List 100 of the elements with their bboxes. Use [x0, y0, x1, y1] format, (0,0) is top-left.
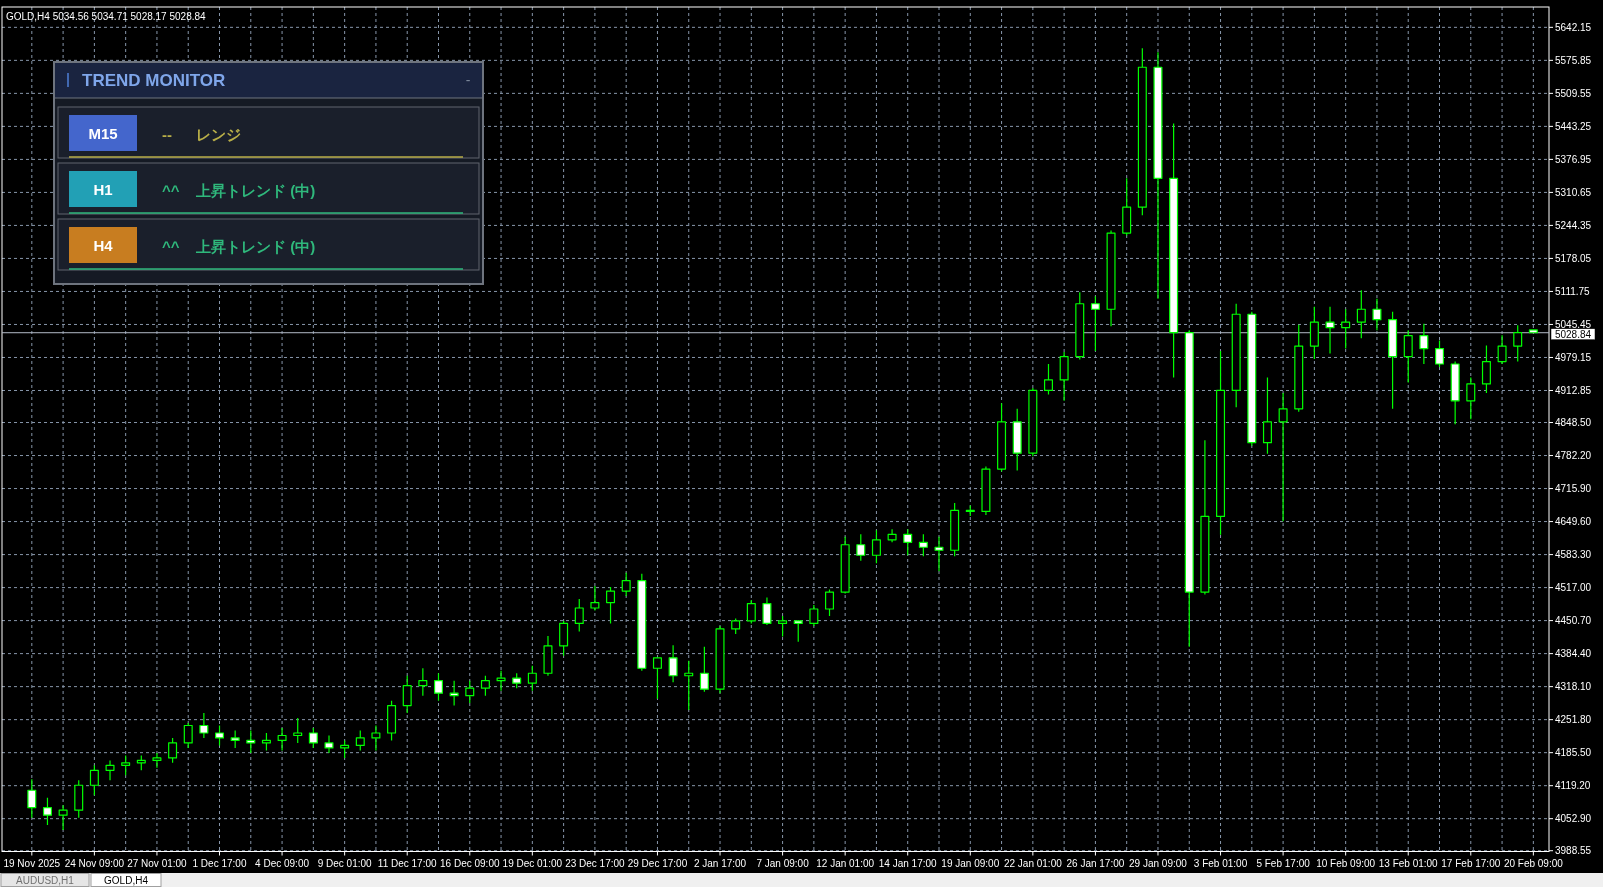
candlestick	[1090, 295, 1100, 352]
y-tick-label: 5111.75	[1555, 285, 1591, 297]
candlestick	[355, 729, 365, 752]
y-tick-label: 5045.45	[1555, 318, 1592, 330]
candlestick	[684, 660, 694, 711]
candlestick	[371, 724, 381, 752]
candlestick	[981, 466, 991, 516]
candlestick	[1435, 340, 1445, 368]
category-label: H1	[93, 180, 113, 198]
candlestick	[1419, 323, 1429, 365]
y-tick-label: 4384.40	[1555, 648, 1592, 660]
candlestick	[324, 734, 334, 754]
candlestick	[58, 804, 68, 831]
annotation: ^^	[162, 237, 180, 255]
candlestick	[168, 737, 178, 764]
x-tick-label: 11 Dec 17:00	[377, 857, 438, 869]
annotation: -	[465, 72, 471, 88]
candlestick	[1341, 308, 1351, 350]
candlestick	[1200, 439, 1210, 596]
category-label: M15	[88, 124, 118, 142]
y-tick-label: 4912.85	[1555, 384, 1592, 396]
candlestick	[950, 502, 960, 557]
candlestick	[433, 672, 443, 702]
x-tick-label: 23 Dec 17:00	[565, 857, 626, 869]
y-tick-label: 4848.50	[1555, 417, 1592, 429]
candlestick	[590, 585, 600, 612]
candlestick	[652, 656, 662, 700]
candlestick	[1309, 306, 1319, 360]
candlestick	[1262, 376, 1272, 455]
y-tick-label: 5509.55	[1555, 87, 1592, 99]
candlestick	[621, 572, 631, 597]
y-tick-label: 4715.90	[1555, 483, 1592, 495]
candlestick	[480, 675, 490, 697]
candlestick	[1513, 324, 1523, 363]
y-tick-label: 5178.05	[1555, 252, 1592, 264]
x-tick-label: 3 Feb 01:00	[1193, 857, 1248, 869]
candlestick	[27, 778, 37, 819]
x-tick-label: 29 Dec 17:00	[627, 857, 688, 869]
candlestick	[574, 598, 584, 633]
candlestick	[1122, 177, 1132, 237]
annotation: 上昇トレンド (中)	[195, 181, 316, 199]
y-tick-label: 4119.20	[1555, 780, 1591, 792]
candlestick	[746, 599, 756, 625]
candlestick	[1325, 306, 1335, 355]
candlestick	[699, 646, 709, 693]
text: TREND MONITOR	[82, 70, 226, 90]
x-tick-label: 10 Feb 09:00	[1316, 857, 1376, 869]
x-tick-label: 13 Feb 01:00	[1378, 857, 1439, 869]
y-tick-label: 4517.00	[1555, 582, 1592, 594]
candlestick	[762, 596, 772, 626]
x-tick-label: 19 Dec 01:00	[502, 857, 563, 869]
candlestick	[105, 759, 115, 781]
x-tick-label: 2 Jan 17:00	[693, 857, 747, 869]
y-tick-label: 4251.80	[1555, 714, 1592, 726]
x-tick-label: 16 Dec 09:00	[440, 857, 500, 869]
x-tick-label: 24 Nov 09:00	[64, 857, 125, 869]
candlestick	[121, 754, 131, 776]
candlestick	[496, 670, 506, 692]
candlestick	[1450, 360, 1460, 425]
candlestick	[402, 675, 412, 714]
annotation: ^^	[162, 181, 180, 199]
category-label: H4	[93, 236, 114, 254]
candlestick	[246, 729, 256, 754]
candlestick	[340, 739, 350, 759]
candlestick	[871, 529, 881, 564]
text: AUDUSD,H1	[16, 875, 75, 886]
candlestick	[903, 528, 913, 556]
candlestick	[183, 722, 193, 749]
candlestick	[1216, 350, 1226, 536]
candlestick	[293, 717, 303, 744]
candlestick	[512, 672, 522, 689]
candlestick	[1497, 334, 1507, 365]
x-tick-label: 17 Feb 17:00	[1441, 857, 1501, 869]
candlestick	[668, 644, 678, 683]
text: GOLD,H4	[104, 875, 149, 886]
y-tick-label: 4450.70	[1555, 615, 1592, 627]
candlestick	[1403, 329, 1413, 384]
candlestick	[934, 536, 944, 572]
candlestick	[465, 680, 475, 704]
annotation: 上昇トレンド (中)	[195, 237, 316, 255]
candlestick	[136, 754, 146, 771]
y-tick-label: 4052.90	[1555, 813, 1592, 825]
candlestick	[965, 504, 975, 517]
candlestick	[1137, 47, 1147, 216]
y-tick-label: 5642.15	[1555, 21, 1592, 33]
x-tick-label: 22 Jan 01:00	[1003, 857, 1063, 869]
annotation: レンジ	[196, 125, 241, 143]
y-tick-label: 4979.15	[1555, 351, 1592, 363]
x-tick-label: 20 Feb 09:00	[1503, 857, 1564, 869]
x-tick-label: 29 Jan 09:00	[1129, 857, 1188, 869]
candlestick	[1106, 229, 1116, 327]
candlestick	[778, 615, 788, 637]
candlestick	[731, 617, 741, 635]
candlestick	[199, 712, 209, 739]
x-tick-label: 4 Dec 09:00	[255, 857, 310, 869]
candlestick	[308, 727, 318, 749]
candlestick	[1012, 408, 1022, 472]
x-tick-label: 12 Jan 01:00	[816, 857, 875, 869]
x-tick-label: 26 Jan 17:00	[1066, 857, 1125, 869]
candlestick	[809, 604, 819, 627]
